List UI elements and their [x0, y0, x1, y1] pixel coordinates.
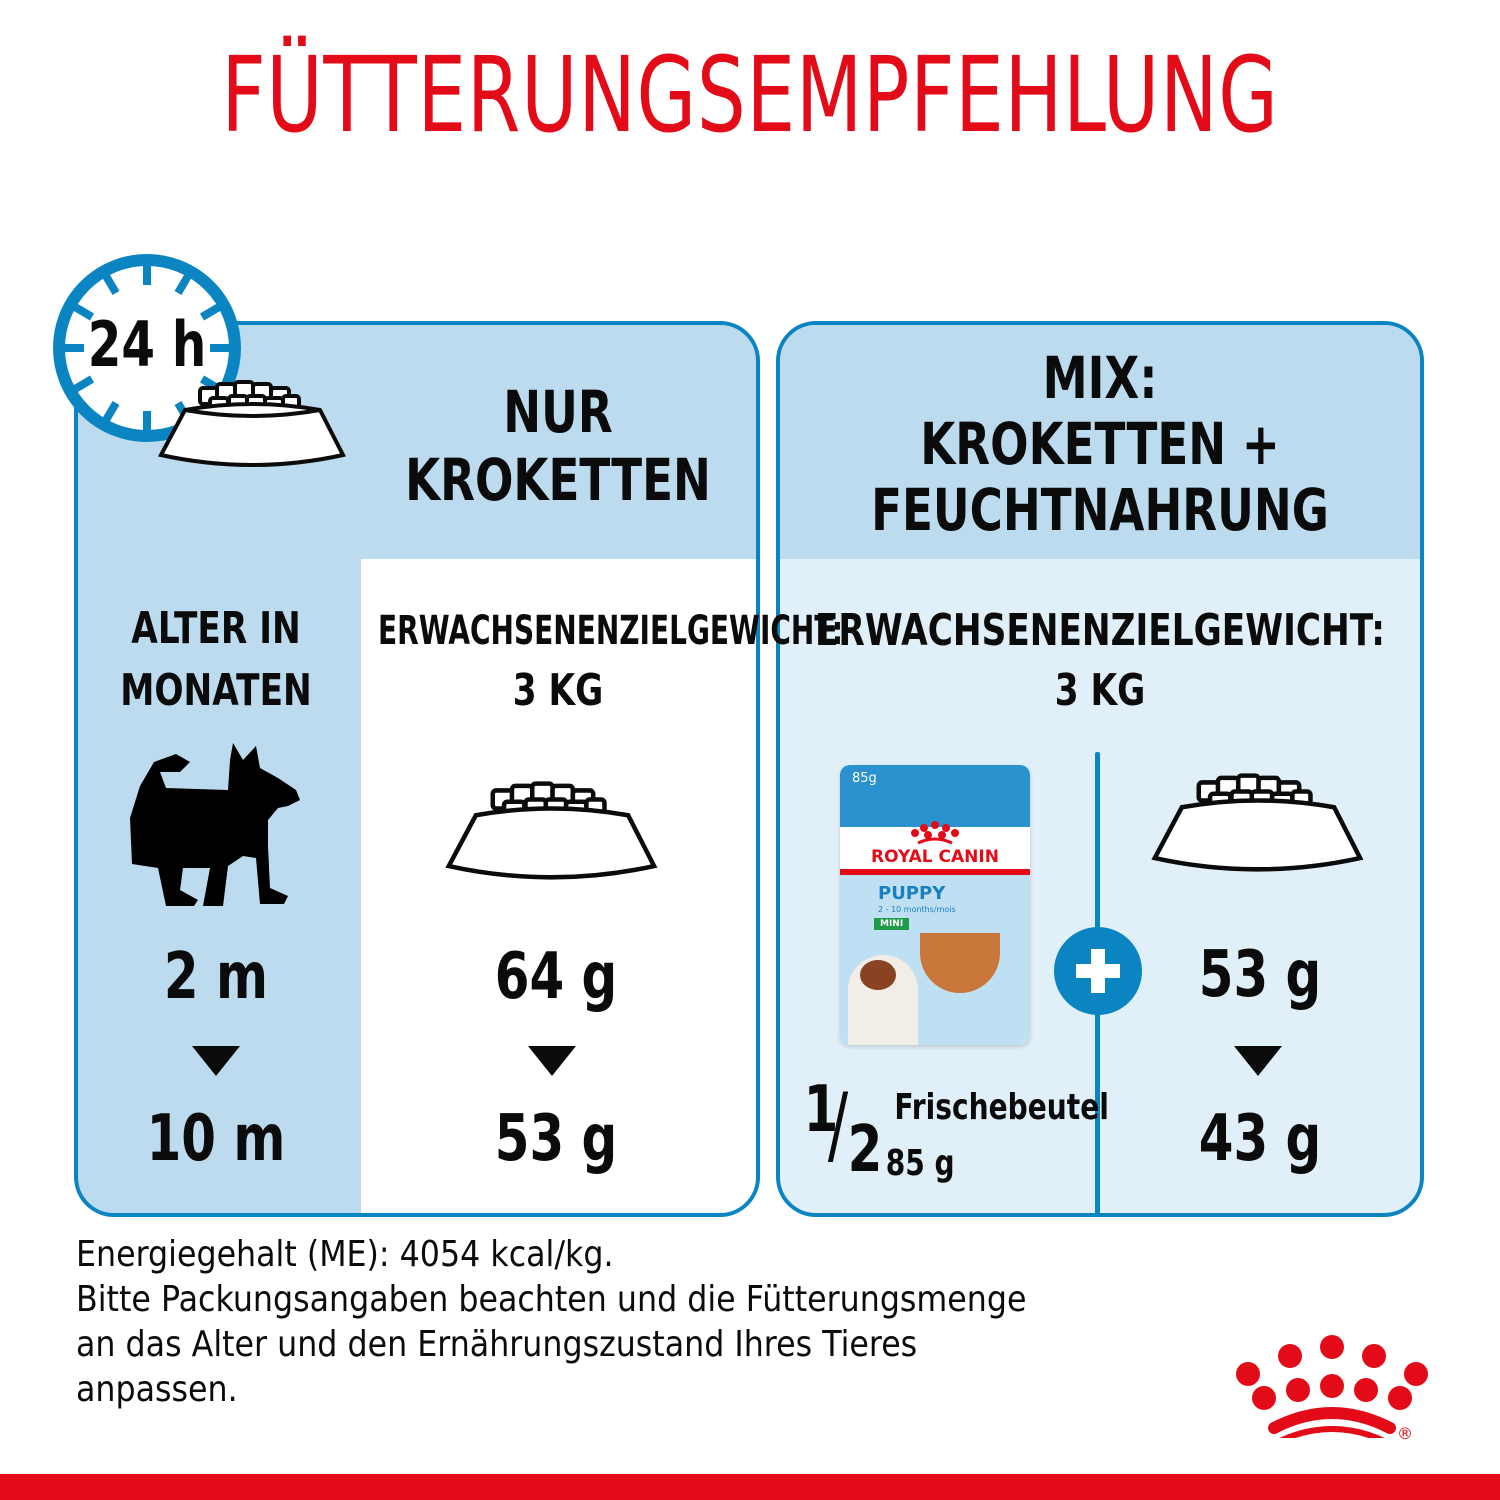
clock-label: 24 h	[87, 308, 207, 381]
pouch-size: MINI	[874, 918, 910, 930]
target-weight-label-right: ERWACHSENENZIELGEWICHT:	[814, 605, 1386, 656]
brand-footer-bar	[0, 1474, 1500, 1500]
target-weight-label-left: ERWACHSENENZIELGEWICHT:	[378, 608, 844, 654]
dry-only-heading-2: KROKETTEN	[405, 446, 711, 514]
arrow-down-icon	[192, 1046, 240, 1076]
bowl-icon	[445, 781, 658, 880]
mixed-feeding-panel	[776, 321, 1424, 1217]
clock-icon	[53, 254, 241, 442]
target-weight-value-right: 3 KG	[1054, 665, 1146, 716]
mix-kibble-start: 53 g	[1198, 938, 1322, 1012]
mix-heading-1: MIX:	[1042, 344, 1158, 412]
registered-mark: ®	[1397, 1424, 1413, 1443]
age-end: 10 m	[146, 1102, 286, 1176]
kibble-only-start: 64 g	[494, 940, 618, 1014]
energy-content: Energiegehalt (ME): 4054 kcal/kg.	[76, 1234, 614, 1275]
royal-canin-crown-logo	[1236, 1335, 1428, 1438]
wet-food-unit-weight: 85 g	[885, 1143, 955, 1184]
age-label-line1: ALTER IN	[131, 603, 301, 654]
mix-kibble-end: 43 g	[1198, 1102, 1322, 1176]
wet-food-pouch-image: 85g ROYAL CANIN PUPPY 2 - 10 months/mois…	[840, 765, 1030, 1045]
fraction-denominator: 2	[847, 1113, 883, 1187]
dry-only-heading-1: NUR	[503, 378, 613, 446]
pouch-product: PUPPY	[878, 883, 946, 904]
mixed-header-band	[780, 325, 1420, 559]
kibble-only-end: 53 g	[494, 1102, 618, 1176]
footer-line-4: anpassen.	[76, 1369, 238, 1410]
footer-line-3: an das Alter und den Ernährungszustand I…	[76, 1324, 918, 1365]
bowl-icon	[1151, 773, 1364, 872]
pouch-weight: 85g	[852, 771, 877, 786]
age-start: 2 m	[163, 940, 269, 1014]
page-title: FÜTTERUNGSEMPFEHLUNG	[221, 34, 1279, 156]
target-weight-value-left: 3 KG	[512, 665, 604, 716]
bowl-icon	[157, 380, 346, 467]
wet-food-unit-label: Frischebeutel	[894, 1087, 1109, 1128]
plus-icon	[1054, 927, 1142, 1015]
age-label-line2: MONATEN	[120, 665, 312, 716]
dog-silhouette-icon	[130, 743, 300, 906]
pouch-age-range: 2 - 10 months/mois	[878, 905, 956, 914]
footer-note: Energiegehalt (ME): 4054 kcal/kg. Bitte …	[76, 1232, 1132, 1412]
kibble-amount-column	[361, 559, 756, 1213]
footer-line-2: Bitte Packungsangaben beachten und die F…	[76, 1279, 1027, 1320]
crown-logo-icon	[911, 821, 959, 845]
mix-heading-3: FEUCHTNAHRUNG	[871, 476, 1329, 544]
arrow-down-icon	[1234, 1046, 1282, 1076]
pouch-brand: ROYAL CANIN	[871, 847, 999, 867]
dry-food-only-panel	[74, 321, 760, 1217]
fraction-numerator: 1	[803, 1073, 839, 1147]
arrow-down-icon	[528, 1046, 576, 1076]
mix-heading-2: KROKETTEN +	[920, 410, 1280, 478]
fraction-slash: /	[827, 1075, 849, 1175]
